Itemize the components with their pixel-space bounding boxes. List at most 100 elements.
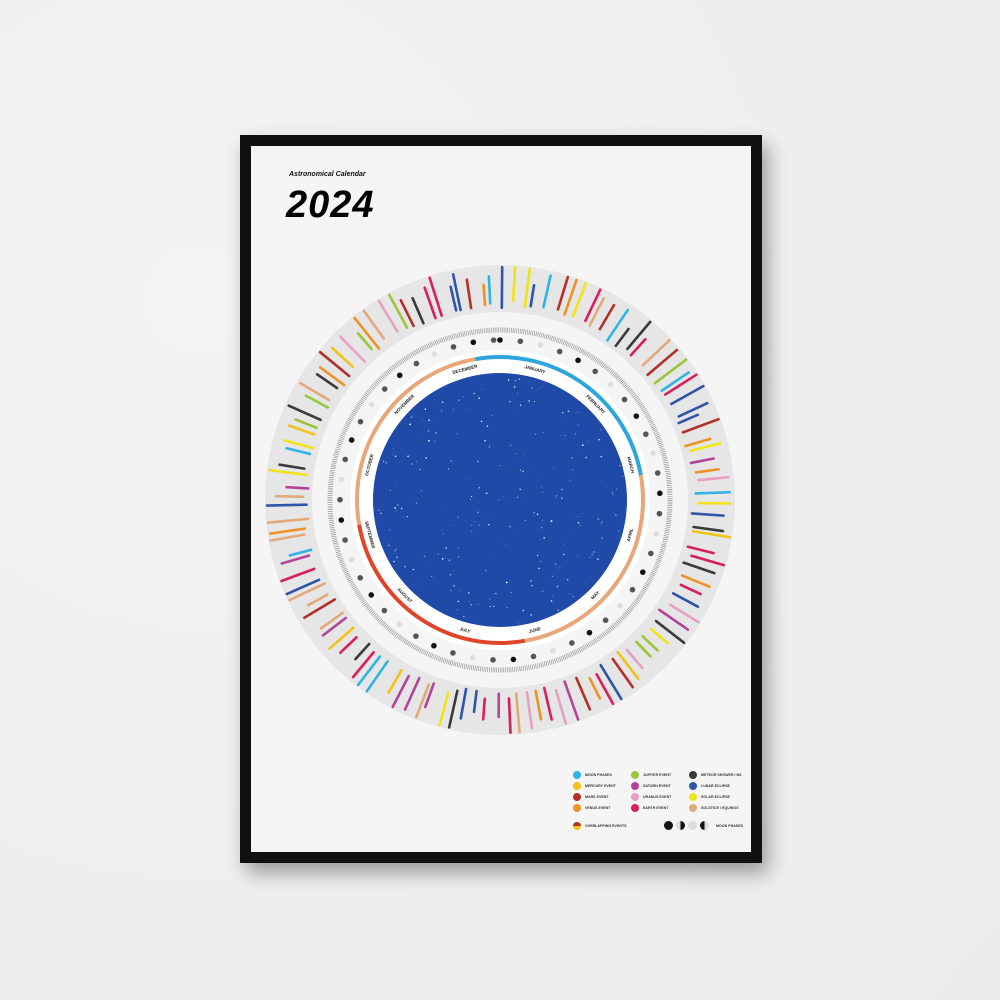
event-bar bbox=[459, 687, 468, 720]
star bbox=[509, 400, 511, 403]
star bbox=[450, 460, 453, 462]
star bbox=[581, 444, 584, 446]
legend-item: METEOR SHOWER / NS bbox=[689, 771, 743, 779]
star bbox=[538, 567, 540, 570]
event-bar bbox=[399, 298, 415, 328]
moon-phase-icon bbox=[510, 656, 517, 663]
star bbox=[599, 556, 600, 557]
star bbox=[525, 496, 526, 498]
event-bar bbox=[315, 373, 339, 390]
star bbox=[601, 537, 603, 539]
event-bar bbox=[625, 648, 644, 670]
star bbox=[388, 544, 390, 546]
star bbox=[457, 556, 460, 558]
event-bar bbox=[362, 309, 386, 340]
star bbox=[382, 460, 385, 463]
star bbox=[445, 547, 447, 549]
legend-item: SOLSTICE / EQUINOX bbox=[689, 804, 743, 812]
star bbox=[601, 521, 603, 523]
star bbox=[522, 470, 524, 473]
event-bar bbox=[660, 371, 690, 392]
event-bar bbox=[511, 266, 517, 303]
event-bar bbox=[339, 635, 358, 655]
half-moon-icon bbox=[676, 821, 686, 830]
legend-dot-icon bbox=[631, 804, 639, 812]
star bbox=[484, 439, 486, 442]
star bbox=[467, 408, 468, 409]
half-moon-icon bbox=[700, 821, 710, 830]
event-bar bbox=[330, 346, 354, 368]
star bbox=[497, 499, 499, 501]
legend-label: MOON PHASES bbox=[716, 823, 743, 828]
star bbox=[569, 479, 571, 481]
moon-phase-icon bbox=[617, 603, 623, 609]
legend-item: EARTH EVENT bbox=[631, 804, 685, 812]
event-bar bbox=[670, 384, 705, 406]
star bbox=[541, 590, 543, 592]
star bbox=[611, 491, 614, 494]
star bbox=[493, 605, 495, 608]
star bbox=[380, 512, 382, 515]
star bbox=[576, 556, 578, 558]
star bbox=[510, 591, 513, 594]
star bbox=[489, 606, 491, 608]
legend-dot-icon bbox=[573, 804, 581, 812]
event-bar bbox=[686, 545, 715, 555]
overlapping-icon bbox=[573, 821, 581, 830]
moon-phase-icon bbox=[490, 337, 497, 343]
event-bar bbox=[328, 626, 355, 650]
star bbox=[511, 444, 512, 446]
legend-dot-icon bbox=[689, 771, 697, 779]
star bbox=[411, 463, 413, 465]
legend-dot-icon bbox=[573, 793, 581, 801]
event-bar bbox=[534, 689, 543, 721]
event-bar bbox=[411, 296, 425, 325]
event-bar bbox=[280, 567, 316, 583]
event-bar bbox=[280, 554, 311, 565]
event-bar bbox=[269, 527, 307, 535]
light-moon-icon bbox=[688, 821, 698, 830]
event-bar bbox=[356, 331, 373, 351]
star bbox=[577, 424, 579, 426]
star bbox=[615, 514, 617, 516]
event-bar bbox=[554, 688, 568, 725]
legend-item: VENUS EVENT bbox=[573, 804, 627, 812]
star bbox=[495, 592, 497, 595]
event-bar bbox=[689, 457, 715, 465]
star bbox=[574, 433, 577, 435]
star bbox=[458, 547, 460, 549]
event-bar bbox=[299, 381, 331, 402]
legend-label: MERCURY EVENT bbox=[585, 784, 616, 788]
event-bar bbox=[641, 634, 659, 652]
event-bar bbox=[288, 582, 326, 602]
star bbox=[507, 379, 510, 381]
star bbox=[378, 509, 380, 511]
star bbox=[514, 379, 517, 382]
star bbox=[612, 493, 614, 495]
event-bar bbox=[269, 533, 306, 542]
star bbox=[468, 601, 470, 603]
star bbox=[440, 409, 443, 412]
star bbox=[470, 530, 473, 533]
moon-phase-icon bbox=[413, 360, 420, 367]
legend-moon-phases: MOON PHASES bbox=[664, 821, 743, 830]
event-bar bbox=[451, 273, 462, 312]
star bbox=[434, 440, 436, 442]
star bbox=[540, 560, 542, 563]
star bbox=[536, 388, 538, 390]
moon-phase-icon bbox=[648, 550, 654, 557]
star bbox=[561, 497, 563, 499]
moon-phase-icon bbox=[633, 413, 640, 419]
star bbox=[561, 541, 562, 543]
star bbox=[393, 560, 395, 563]
star bbox=[563, 544, 565, 546]
event-bar bbox=[449, 285, 458, 312]
moon-phase-icon bbox=[396, 621, 403, 628]
event-bar bbox=[575, 676, 592, 711]
event-bar bbox=[285, 578, 321, 596]
star bbox=[435, 431, 437, 434]
star bbox=[551, 575, 553, 577]
moon-phase-icon bbox=[575, 357, 581, 364]
star bbox=[499, 498, 500, 500]
legend-label: VENUS EVENT bbox=[585, 806, 611, 810]
